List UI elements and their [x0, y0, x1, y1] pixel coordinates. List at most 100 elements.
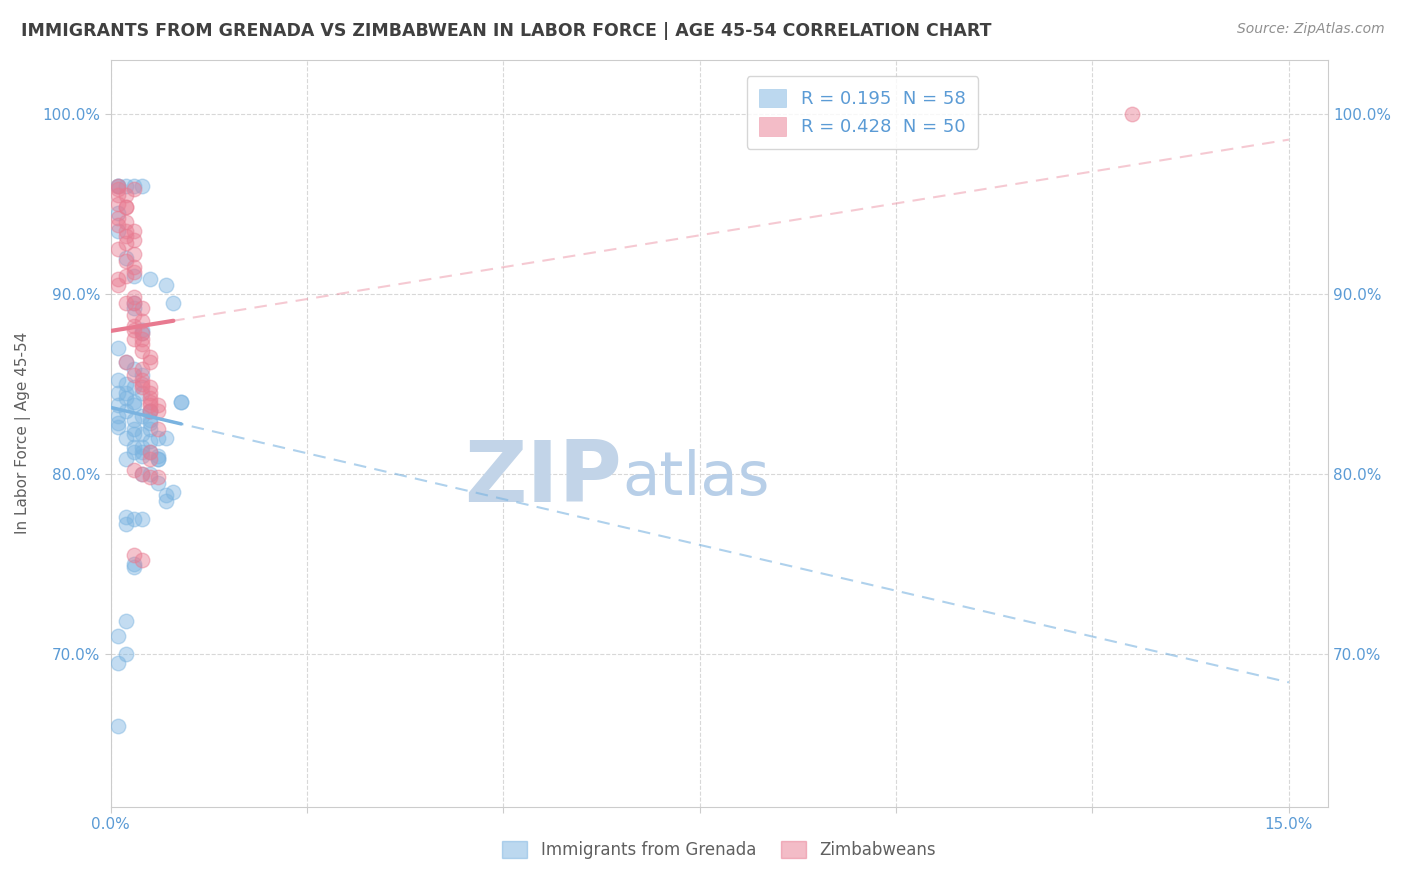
Point — [146, 470, 169, 484]
Point — [139, 445, 162, 459]
Point — [107, 409, 129, 424]
Point — [122, 368, 145, 382]
Point — [122, 512, 145, 526]
Text: ZIP: ZIP — [464, 437, 621, 520]
Point — [107, 629, 129, 643]
Point — [115, 251, 138, 265]
Point — [107, 187, 129, 202]
Point — [115, 376, 138, 391]
Point — [146, 452, 169, 467]
Point — [131, 409, 153, 424]
Point — [131, 337, 153, 351]
Point — [139, 272, 162, 286]
Point — [131, 440, 153, 454]
Point — [146, 422, 169, 436]
Point — [107, 178, 129, 193]
Point — [139, 398, 162, 412]
Point — [122, 182, 145, 196]
Point — [146, 431, 169, 445]
Point — [107, 385, 129, 400]
Point — [155, 493, 177, 508]
Point — [131, 326, 153, 341]
Point — [131, 427, 153, 442]
Point — [115, 510, 138, 524]
Point — [139, 417, 162, 431]
Point — [122, 557, 145, 571]
Point — [122, 362, 145, 376]
Point — [115, 178, 138, 193]
Point — [107, 205, 129, 219]
Point — [139, 452, 162, 467]
Point — [122, 260, 145, 274]
Point — [139, 350, 162, 364]
Legend: R = 0.195  N = 58, R = 0.428  N = 50: R = 0.195 N = 58, R = 0.428 N = 50 — [747, 76, 979, 149]
Point — [131, 344, 153, 359]
Point — [122, 295, 145, 310]
Point — [131, 445, 153, 459]
Point — [122, 332, 145, 346]
Point — [122, 309, 145, 323]
Point — [122, 224, 145, 238]
Point — [155, 277, 177, 292]
Point — [139, 391, 162, 405]
Point — [122, 247, 145, 261]
Point — [115, 615, 138, 629]
Point — [139, 394, 162, 409]
Point — [115, 385, 138, 400]
Point — [139, 470, 162, 484]
Point — [146, 449, 169, 463]
Point — [122, 463, 145, 477]
Point — [107, 656, 129, 670]
Point — [170, 394, 193, 409]
Point — [115, 215, 138, 229]
Point — [115, 268, 138, 283]
Text: Source: ZipAtlas.com: Source: ZipAtlas.com — [1237, 22, 1385, 37]
Point — [146, 475, 169, 490]
Point — [115, 224, 138, 238]
Point — [122, 380, 145, 394]
Point — [122, 268, 145, 283]
Point — [131, 385, 153, 400]
Point — [115, 404, 138, 418]
Point — [122, 233, 145, 247]
Point — [131, 368, 153, 382]
Point — [107, 219, 129, 233]
Point — [115, 236, 138, 251]
Point — [131, 314, 153, 328]
Point — [139, 404, 162, 418]
Point — [139, 445, 162, 459]
Point — [170, 394, 193, 409]
Point — [122, 413, 145, 427]
Point — [131, 449, 153, 463]
Point — [115, 187, 138, 202]
Point — [162, 484, 184, 499]
Point — [107, 417, 129, 431]
Point — [122, 265, 145, 279]
Point — [131, 362, 153, 376]
Point — [107, 420, 129, 434]
Point — [139, 413, 162, 427]
Point — [115, 391, 138, 405]
Point — [107, 178, 129, 193]
Point — [139, 422, 162, 436]
Point — [122, 290, 145, 304]
Point — [122, 427, 145, 442]
Point — [115, 355, 138, 369]
Point — [155, 431, 177, 445]
Point — [115, 517, 138, 532]
Point — [131, 301, 153, 315]
Point — [122, 295, 145, 310]
Point — [107, 242, 129, 256]
Point — [115, 647, 138, 661]
Point — [115, 355, 138, 369]
Point — [115, 431, 138, 445]
Point — [115, 200, 138, 214]
Point — [146, 452, 169, 467]
Point — [122, 440, 145, 454]
Point — [1121, 106, 1143, 120]
Point — [122, 422, 145, 436]
Point — [131, 326, 153, 341]
Point — [107, 277, 129, 292]
Point — [115, 254, 138, 268]
Point — [131, 467, 153, 481]
